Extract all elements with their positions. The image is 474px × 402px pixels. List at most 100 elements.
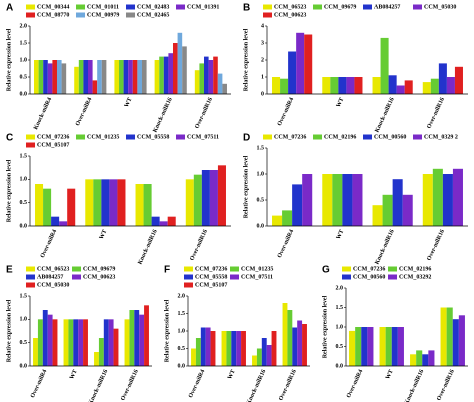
legend-label: CCM_02483	[137, 4, 169, 10]
legend-swatch	[76, 134, 85, 140]
bar	[397, 327, 404, 366]
bar	[241, 331, 246, 366]
bar	[63, 319, 69, 366]
bar	[35, 184, 44, 226]
bar	[261, 338, 267, 366]
bar	[200, 327, 206, 366]
bar	[452, 319, 459, 366]
bar	[422, 82, 431, 94]
bar	[47, 63, 53, 94]
bar	[256, 348, 262, 366]
bar	[132, 60, 138, 94]
legend-swatch	[388, 266, 397, 272]
panel: D CCM_07236 CCM_02196 CCM_00560 CCM_0329 2 Re…	[243, 133, 468, 266]
bar	[154, 60, 160, 94]
bar	[94, 352, 99, 366]
x-tick-label: WT	[124, 97, 134, 109]
x-tick-label: WT	[336, 97, 346, 109]
bar	[349, 330, 356, 366]
panel: E CCM_06523 CCM_09679 AB084257 CCM_00623 CCM_…	[6, 265, 152, 402]
bar	[88, 60, 93, 94]
legend-label: CCM_00344	[37, 4, 69, 10]
x-tick-label: Knock-milR16	[246, 369, 267, 402]
legend-label: CCM_05030	[424, 4, 456, 10]
legend-label: CCM_07511	[241, 274, 273, 280]
x-tick-label: Over-milR16	[194, 97, 214, 130]
y-tick-label: 1.5	[20, 153, 28, 159]
legend-label: CCM_07511	[187, 134, 219, 140]
legend-swatch	[72, 266, 81, 272]
y-tick-label: 2	[261, 57, 264, 63]
legend-swatch	[176, 134, 185, 140]
bar	[213, 56, 218, 94]
bar	[193, 174, 202, 226]
legend-swatch	[313, 4, 322, 10]
y-axis-title: Relative expression level	[6, 159, 12, 222]
legend-swatch	[76, 4, 85, 10]
bar	[282, 303, 288, 366]
bar	[159, 221, 168, 226]
bar	[296, 32, 305, 94]
bar	[73, 319, 79, 366]
bar	[83, 60, 89, 94]
y-tick-label: 0.0	[20, 91, 28, 97]
bar	[56, 60, 62, 94]
bar	[113, 328, 119, 366]
x-tick-label: Over-milR16	[120, 369, 140, 402]
x-tick-label: Over-milR16	[278, 369, 298, 402]
x-tick-label: Over-milR4	[30, 369, 48, 399]
legend-label: CCM_00560	[374, 134, 406, 140]
bar	[135, 184, 144, 226]
x-tick-label: Knock-milR16	[374, 97, 395, 134]
x-tick-label: Over-milR4	[40, 229, 58, 259]
bar	[422, 354, 429, 366]
legend-swatch	[184, 274, 193, 280]
y-axis-title: Relative expression level	[164, 299, 170, 362]
bar	[222, 83, 227, 94]
bar	[141, 60, 147, 94]
legend-swatch	[126, 4, 135, 10]
bar	[287, 310, 293, 366]
bar	[129, 310, 135, 366]
x-tick-label: Knock-milR16	[137, 229, 158, 266]
x-tick-label: Knock-milR16	[88, 369, 109, 402]
bar	[201, 170, 210, 226]
panel: A CCM_00344 CCM_01011 CCM_02483 CCM_01391 CCM…	[6, 3, 231, 134]
legend-label: CCM_00623	[274, 12, 306, 18]
bar	[454, 66, 463, 94]
legend-swatch	[176, 4, 185, 10]
bar	[52, 60, 57, 94]
bar	[52, 319, 58, 366]
legend-swatch	[313, 134, 322, 140]
legend-label: CCM_00623	[83, 274, 115, 280]
bar	[272, 77, 281, 94]
bar	[143, 184, 152, 226]
bar	[440, 307, 447, 366]
y-tick-label: 2.0	[20, 23, 28, 29]
bar	[43, 188, 52, 226]
bar	[252, 355, 257, 366]
bar	[410, 354, 417, 366]
bar	[452, 168, 463, 226]
legend-label: CCM_06523	[274, 4, 306, 10]
y-tick-label: 0.0	[20, 223, 28, 229]
bar	[42, 310, 48, 366]
bar	[194, 70, 200, 94]
y-tick-label: 0	[261, 91, 264, 97]
bar	[85, 179, 94, 226]
y-tick-label: 0.0	[336, 363, 344, 369]
legend-swatch	[230, 274, 239, 280]
x-tick-label: WT	[336, 229, 346, 241]
legend-label: CCM_01391	[187, 4, 219, 10]
x-tick-label: Over-milR4	[346, 369, 364, 399]
bar	[392, 179, 403, 226]
bar	[288, 51, 297, 94]
bar	[134, 310, 140, 366]
bar	[114, 60, 120, 94]
legend-label: CCM_01235	[87, 134, 119, 140]
y-tick-label: 1.5	[20, 40, 28, 46]
legend-swatch	[388, 274, 397, 280]
panel: B CCM_06523 CCM_09679 AB084257 CCM_05030 CCM_…	[243, 3, 468, 134]
bar	[37, 319, 43, 366]
bar	[67, 188, 76, 226]
